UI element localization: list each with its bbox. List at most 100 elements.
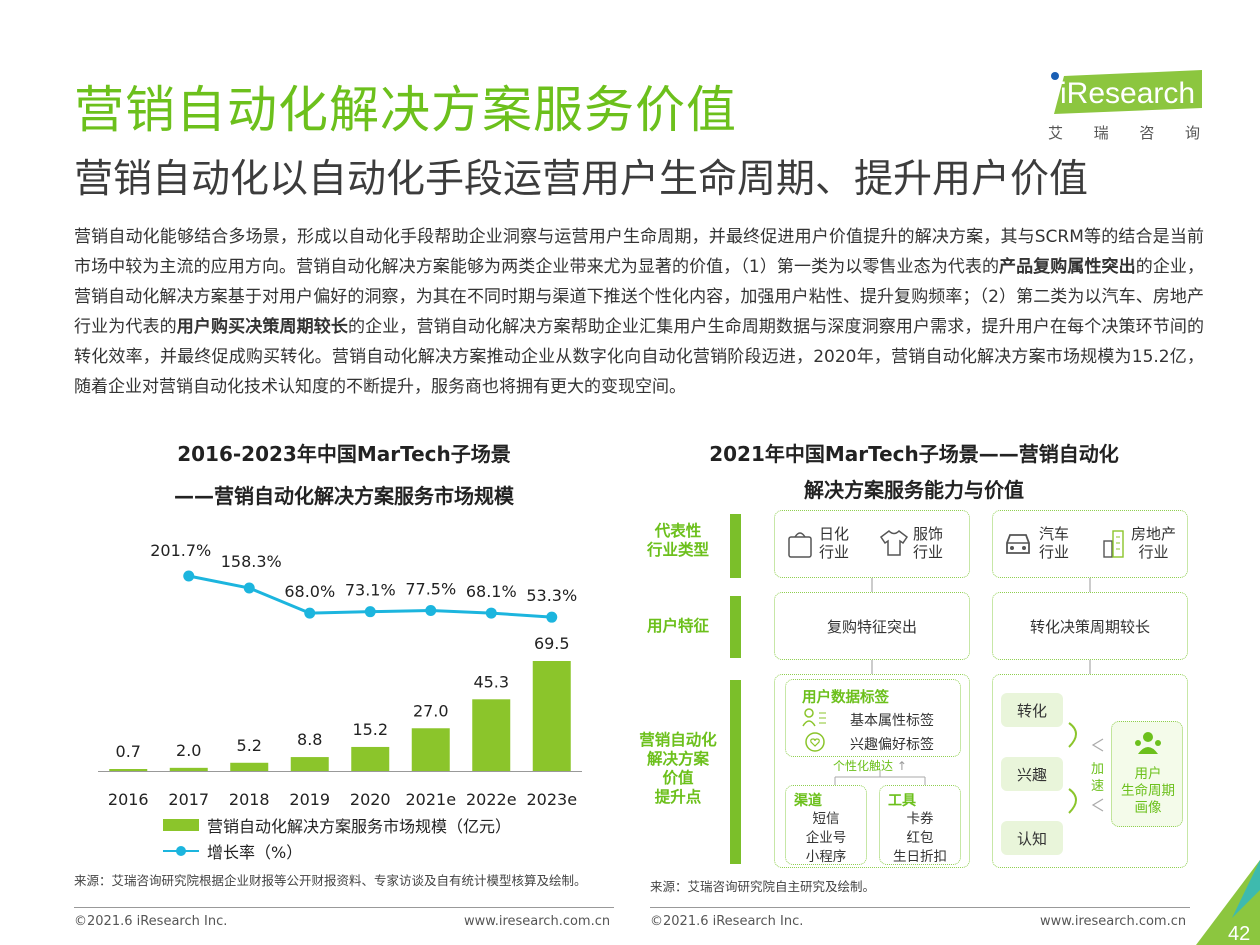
right-source: 来源：艾瑞咨询研究院自主研究及绘制。 xyxy=(650,879,876,894)
channel-list: 短信 企业号 小程序 xyxy=(805,811,847,865)
footer-copyright-left: ©2021.6 iResearch Inc. xyxy=(74,914,228,929)
connector-right xyxy=(1089,578,1091,674)
branch-connector xyxy=(834,771,926,785)
industry-daily-chem: 日化 行业 xyxy=(819,525,850,561)
accelerate-arcs xyxy=(1068,722,1077,814)
growth-point-2023e xyxy=(546,611,558,623)
tags-title: 用户数据标签 xyxy=(802,690,889,706)
growth-label-2021e: 77.5% xyxy=(405,579,456,598)
industry-box-retail: 日化 行业 服饰 行业 xyxy=(774,510,970,578)
chart-legend: 营销自动化解决方案服务市场规模（亿元） 增长率（%） xyxy=(163,812,511,864)
right-footer-rule xyxy=(650,907,1190,908)
bar-label-2022e: 45.3 xyxy=(473,672,509,691)
growth-label-2017: 201.7% xyxy=(150,541,211,560)
page-number-tab: 42 xyxy=(1196,860,1260,945)
funnel-interest: 兴趣 xyxy=(1001,757,1063,791)
bar-label-2018: 5.2 xyxy=(237,736,262,755)
value-box-right: 转化 兴趣 认知 加速 用户 生命周期 画像 xyxy=(992,674,1188,868)
intro-paragraph: 营销自动化能够结合多场景，形成以自动化手段帮助企业洞察与运营用户生命周期，并最终… xyxy=(74,227,1205,397)
legend-line-swatch xyxy=(163,845,199,857)
shirt-icon xyxy=(879,530,909,556)
row-label-industry: 代表性 行业类型 xyxy=(646,522,709,559)
iresearch-logo: iResearch 艾 瑞 咨 询 xyxy=(1038,62,1203,150)
footer-url-right: www.iresearch.com.cn xyxy=(1040,914,1187,929)
left-chart-subtitle: ——营销自动化解决方案服务市场规模 xyxy=(174,484,514,508)
industry-real-estate: 房地产 行业 xyxy=(1131,525,1177,561)
right-title-line2: 解决方案服务能力与价值 xyxy=(804,478,1024,502)
car-icon xyxy=(1006,534,1030,554)
emphasis-repurchase: 产品复购属性突出 xyxy=(999,257,1136,277)
tag-basic-attr: 基本属性标签 xyxy=(850,713,934,729)
footer-copyright-right: ©2021.6 iResearch Inc. xyxy=(650,914,804,929)
growth-label-2020: 73.1% xyxy=(345,581,396,600)
growth-label-2019: 68.0% xyxy=(284,582,335,601)
x-tick-2017: 2017 xyxy=(168,790,209,809)
legend-line-label: 增长率（%） xyxy=(207,843,303,862)
bar-label-2017: 2.0 xyxy=(176,741,201,760)
row-bar-industry xyxy=(730,514,741,578)
industry-box-longcycle: 汽车 行业 房地产 行业 xyxy=(992,510,1188,578)
row-bar-user xyxy=(730,596,741,658)
bar-2018 xyxy=(230,762,269,771)
tissue-icon xyxy=(788,532,812,558)
bar-2020 xyxy=(351,746,390,771)
tool-title: 工具 xyxy=(888,793,916,809)
bar-label-2016: 0.7 xyxy=(116,742,141,761)
bar-2022e xyxy=(472,699,511,771)
bar-label-2019: 8.8 xyxy=(297,730,322,749)
profile-tag-icon xyxy=(802,708,826,727)
user-feature-decision: 转化决策周期较长 xyxy=(992,592,1188,660)
legend-bar-swatch xyxy=(163,819,199,831)
users-icon xyxy=(1135,732,1161,754)
bar-label-2023e: 69.5 xyxy=(534,634,570,653)
page-title: 营销自动化解决方案服务价值 xyxy=(74,81,737,139)
left-source: 来源：艾瑞咨询研究院根据企业财报等公开财报资料、专家访谈及自有统计模型核算及绘制… xyxy=(74,873,587,888)
industry-apparel: 服饰 行业 xyxy=(913,525,944,561)
page-number: 42 xyxy=(1228,923,1250,945)
funnel-awareness: 认知 xyxy=(1001,821,1063,855)
left-chart-title: 2016-2023年中国MarTech子场景 xyxy=(177,442,511,466)
footer-url-left: www.iresearch.com.cn xyxy=(464,914,611,929)
bar-2023e xyxy=(532,661,571,771)
bar-2019 xyxy=(290,757,329,771)
growth-point-2017 xyxy=(183,570,195,582)
growth-point-2022e xyxy=(485,607,497,619)
left-footer-rule xyxy=(74,907,614,908)
emphasis-decision-cycle: 用户购买决策周期较长 xyxy=(176,317,348,337)
row-label-value: 营销自动化 解决方案 价值 提升点 xyxy=(639,731,717,806)
tool-box: 工具 卡券 红包 生日折扣 xyxy=(879,785,961,865)
bar-2016 xyxy=(109,769,148,771)
value-box-left: 用户数据标签 基本属性标签 兴趣偏好标签 个性化触达 ↑ 渠道 短信 企业号 小程序… xyxy=(774,674,970,868)
x-tick-2023e: 2023e xyxy=(526,790,577,809)
right-title-line1: 2021年中国MarTech子场景——营销自动化 xyxy=(709,442,1119,466)
accelerate-label: 加速 xyxy=(1091,762,1105,794)
growth-point-2020 xyxy=(364,606,376,618)
channel-title: 渠道 xyxy=(794,793,822,809)
personalized-reach-label: 个性化触达 ↑ xyxy=(833,759,907,773)
page-subtitle: 营销自动化以自动化手段运营用户生命周期、提升用户价值 xyxy=(74,157,1089,202)
building-icon xyxy=(1103,530,1124,558)
user-feature-repurchase: 复购特征突出 xyxy=(774,592,970,660)
row-bar-value xyxy=(730,680,741,864)
x-tick-2020: 2020 xyxy=(350,790,391,809)
growth-point-2021e xyxy=(425,604,437,616)
bar-label-2021e: 27.0 xyxy=(413,701,449,720)
logo-mark: iResearch xyxy=(1051,70,1202,114)
row-label-user: 用户特征 xyxy=(646,617,709,635)
growth-label-2022e: 68.1% xyxy=(466,582,517,601)
x-tick-2018: 2018 xyxy=(229,790,270,809)
tool-list: 卡券 红包 生日折扣 xyxy=(893,811,947,865)
bar-2017 xyxy=(169,767,208,771)
growth-point-2018 xyxy=(243,582,255,594)
x-tick-2019: 2019 xyxy=(289,790,330,809)
market-size-chart: 0.7 2016 2.0 2017 5.2 2018 8.8 2019 15.2 2020 27.0… xyxy=(98,541,582,809)
x-tick-2016: 2016 xyxy=(108,790,149,809)
heart-icon xyxy=(805,732,825,752)
x-tick-2021e: 2021e xyxy=(405,790,456,809)
logo-subtitle: 艾 瑞 咨 询 xyxy=(1048,124,1200,142)
user-profile-label: 用户 生命周期 画像 xyxy=(1121,766,1175,816)
user-profile-box: 用户 生命周期 画像 xyxy=(1111,721,1183,827)
growth-label-2023e: 53.3% xyxy=(526,586,577,605)
growth-point-2019 xyxy=(304,607,316,619)
logo-text: iResearch xyxy=(1060,77,1195,110)
